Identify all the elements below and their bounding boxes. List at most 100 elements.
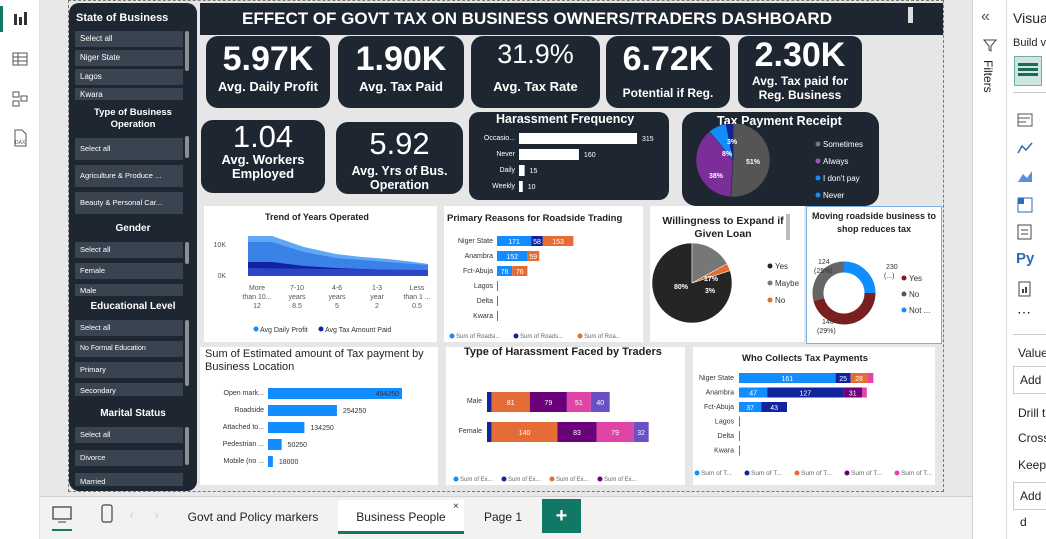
yt-cat-label: than 10... [242, 294, 271, 301]
tab-page-1[interactable]: Page 1 [483, 510, 523, 524]
ht-data-label: 40 [596, 400, 604, 407]
collapse-pane-icon[interactable]: « [981, 8, 990, 25]
wc-bar-segment [843, 387, 862, 398]
gender-option-female[interactable]: Female [75, 263, 183, 279]
bar-chart-visual-icon[interactable] [1016, 112, 1034, 131]
kpi-avg-workers[interactable]: 1.04 Avg. Workers Employed [201, 120, 325, 193]
ht-bar-segment [491, 422, 558, 442]
mobile-view-icon[interactable] [100, 504, 114, 524]
gender-scrollbar[interactable] [185, 242, 189, 264]
state-option-kwara[interactable]: Kwara [75, 88, 183, 100]
type-option-beauty[interactable]: Beauty & Personal Car... [75, 192, 183, 214]
kpi-avg-daily-profit[interactable]: 5.97K Avg. Daily Profit [206, 36, 330, 108]
state-option-niger[interactable]: Niger State [75, 50, 183, 66]
state-option-lagos[interactable]: Lagos [75, 69, 183, 85]
tab-business-people[interactable]: Business People [338, 500, 464, 534]
ht-legend-dot [597, 476, 603, 482]
state-scrollbar[interactable] [185, 31, 189, 71]
harassment-type-card[interactable] [446, 347, 685, 485]
tr-legend-label: Never [823, 191, 845, 200]
rr-bar-empty [497, 281, 498, 291]
gender-option-male[interactable]: Male [75, 284, 183, 296]
kpi-tax-reg-business[interactable]: 2.30K Avg. Tax paid for Reg. Business [738, 36, 862, 108]
tr-legend-label: Sometimes [823, 140, 863, 149]
yt-cat-label: years [288, 294, 306, 301]
edu-option-secondary[interactable]: Secondary [75, 383, 183, 396]
tr-legend-label: I don't pay [823, 174, 860, 183]
edu-scrollbar[interactable] [185, 320, 189, 386]
lc-cat-label: Roadside [234, 407, 264, 414]
line-chart-visual-icon[interactable] [1016, 140, 1034, 159]
visuals-divider [1013, 92, 1046, 93]
gender-option-select-all[interactable]: Select all [75, 242, 183, 258]
marital-option-married[interactable]: Married [75, 473, 183, 486]
tabs-next-icon[interactable]: › [155, 510, 159, 521]
active-view-indicator [0, 6, 3, 32]
close-tab-icon[interactable]: × [453, 501, 459, 512]
rr-data-label: 58 [533, 239, 541, 246]
edu-option-primary[interactable]: Primary [75, 362, 183, 378]
state-option-select-all[interactable]: Select all [75, 31, 183, 47]
mv-ring-segment [843, 261, 876, 294]
add-page-button[interactable]: + [542, 499, 581, 533]
tab-govt-policy[interactable]: Govt and Policy markers [187, 510, 319, 524]
paginated-visual-icon[interactable] [1016, 280, 1034, 301]
area-chart-visual-icon[interactable] [1016, 168, 1034, 187]
keep-filters-label: Keep [1018, 458, 1046, 472]
dax-query-icon[interactable]: DAX [11, 128, 29, 147]
marital-option-divorce[interactable]: Divorce [75, 450, 183, 466]
kpi-avg-years[interactable]: 5.92 Avg. Yrs of Bus. Operation [336, 122, 463, 194]
expand-scrollbar[interactable] [786, 214, 790, 240]
python-visual-icon[interactable]: Py [1016, 250, 1035, 267]
lc-data-label: 134250 [310, 425, 333, 432]
rr-cat-label: Kwara [473, 313, 493, 320]
edu-option-select-all[interactable]: Select all [75, 320, 183, 336]
page-tabs-bar [40, 496, 972, 539]
hf-bar [519, 181, 523, 192]
card-visual-icon[interactable] [1016, 224, 1034, 243]
more-visuals-icon[interactable]: ⋯ [1017, 304, 1031, 320]
filters-pane-label[interactable]: Filters [981, 60, 995, 93]
table-visual-icon[interactable] [1014, 56, 1042, 86]
kpi-potential-if-reg[interactable]: 6.72K Potential if Reg. [606, 36, 730, 108]
ht-legend-label: Sum of Ex... [508, 477, 541, 483]
type-option-agriculture[interactable]: Agriculture & Produce ... [75, 165, 183, 187]
desktop-view-indicator [52, 529, 72, 531]
wc-legend-label: Sum of T... [901, 470, 932, 477]
drill-add-field[interactable]: Add d [1013, 482, 1046, 529]
lc-cat-label: Attached to... [223, 424, 264, 431]
rr-bar-segment [512, 266, 528, 276]
ex-legend-label: Maybe [775, 279, 800, 288]
ex-legend-dot [767, 280, 773, 286]
rr-legend-dot [449, 333, 455, 339]
matrix-visual-icon[interactable] [1016, 196, 1034, 217]
report-view-icon[interactable] [11, 10, 29, 28]
rr-bar-empty [497, 311, 498, 321]
edu-option-no-formal[interactable]: No Formal Education [75, 341, 183, 357]
ht-bar-segment [566, 392, 591, 412]
tr-slice [730, 124, 771, 198]
type-option-select-all[interactable]: Select all [75, 138, 183, 160]
mv-legend-label: Yes [909, 274, 922, 283]
type-scrollbar[interactable] [185, 136, 189, 158]
filter-icon[interactable] [982, 38, 998, 55]
marital-scrollbar[interactable] [185, 427, 189, 465]
model-view-icon[interactable] [11, 90, 29, 108]
wc-bar-empty [739, 431, 740, 441]
values-add-field[interactable]: Add [1013, 366, 1046, 394]
desktop-view-icon[interactable] [52, 506, 72, 523]
yt-cat-label: 2 [375, 303, 379, 310]
hf-bar [519, 165, 525, 176]
tabs-prev-icon[interactable]: ‹ [130, 510, 134, 521]
who-collects-card[interactable] [693, 347, 935, 485]
wc-bar-segment [867, 373, 874, 383]
kpi-avg-tax-rate[interactable]: 31.9% Avg. Tax Rate [471, 36, 600, 108]
roadside-reasons-card[interactable] [444, 206, 643, 342]
tr-legend-dot [815, 175, 821, 181]
kpi-avg-tax-paid[interactable]: 1.90K Avg. Tax Paid [338, 36, 464, 108]
hf-data-label: 10 [528, 184, 536, 191]
lc-bar [268, 456, 273, 467]
yt-cat-label: 8.5 [292, 303, 302, 310]
table-view-icon[interactable] [11, 50, 29, 68]
marital-option-select-all[interactable]: Select all [75, 427, 183, 443]
